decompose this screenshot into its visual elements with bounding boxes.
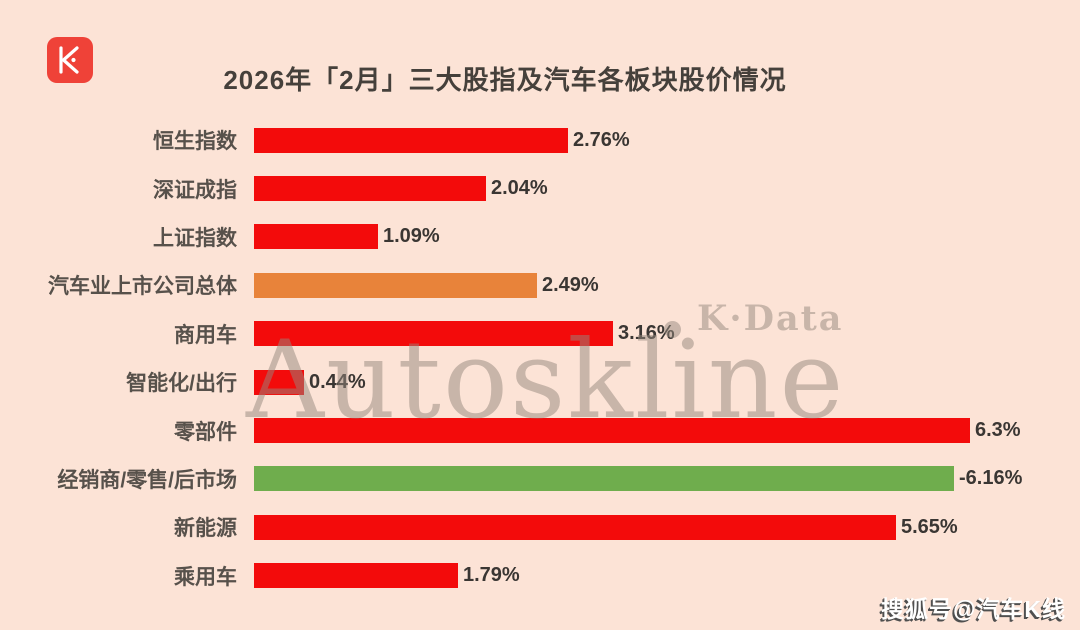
- category-label: 乘用车: [174, 565, 237, 589]
- k-line-logo-icon: [47, 37, 93, 83]
- category-label: 上证指数: [153, 226, 237, 250]
- page-title: 2026年「2月」三大股指及汽车各板块股价情况: [223, 65, 787, 95]
- sohu-account-watermark: 搜狐号@汽车K线: [880, 596, 1066, 622]
- value-label: 0.44%: [309, 370, 366, 393]
- k-logo-svg: [47, 37, 93, 83]
- value-label: 2.76%: [573, 128, 630, 151]
- value-label: 2.49%: [542, 273, 599, 296]
- chart-row: 新能源 5.65%: [0, 503, 1080, 551]
- bar: [254, 321, 613, 347]
- value-label: 5.65%: [901, 515, 958, 538]
- bar: [254, 418, 970, 444]
- value-label: 3.16%: [618, 322, 675, 345]
- bar: [254, 176, 486, 202]
- category-label: 汽车业上市公司总体: [48, 275, 237, 299]
- bar-chart: 恒生指数 2.76% 深证成指 2.04% 上证指数 1.09% 汽车业上市公司…: [0, 116, 1080, 600]
- chart-row: 汽车业上市公司总体 2.49%: [0, 261, 1080, 309]
- value-label: 1.09%: [383, 225, 440, 248]
- category-label: 智能化/出行: [126, 372, 237, 396]
- value-label: -6.16%: [959, 467, 1023, 490]
- category-label: 商用车: [174, 323, 237, 347]
- bar: [254, 127, 568, 153]
- chart-row: 智能化/出行 0.44%: [0, 358, 1080, 406]
- bar: [254, 563, 458, 589]
- value-label: 6.3%: [975, 419, 1021, 442]
- chart-row: 恒生指数 2.76%: [0, 116, 1080, 164]
- category-label: 零部件: [174, 420, 237, 444]
- category-label: 经销商/零售/后市场: [57, 468, 237, 492]
- chart-row: 经销商/零售/后市场 -6.16%: [0, 455, 1080, 503]
- value-label: 2.04%: [491, 177, 548, 200]
- bar: [254, 272, 537, 298]
- category-label: 恒生指数: [153, 130, 237, 154]
- value-label: 1.79%: [463, 564, 520, 587]
- chart-row: 商用车 3.16%: [0, 310, 1080, 358]
- bar: [254, 466, 954, 492]
- bar: [254, 514, 896, 540]
- bar: [254, 369, 304, 395]
- chart-row: 上证指数 1.09%: [0, 213, 1080, 261]
- chart-row: 零部件 6.3%: [0, 406, 1080, 454]
- chart-row: 乘用车 1.79%: [0, 552, 1080, 600]
- chart-row: 深证成指 2.04%: [0, 164, 1080, 212]
- bar: [254, 224, 378, 250]
- category-label: 深证成指: [153, 178, 237, 202]
- category-label: 新能源: [174, 517, 237, 541]
